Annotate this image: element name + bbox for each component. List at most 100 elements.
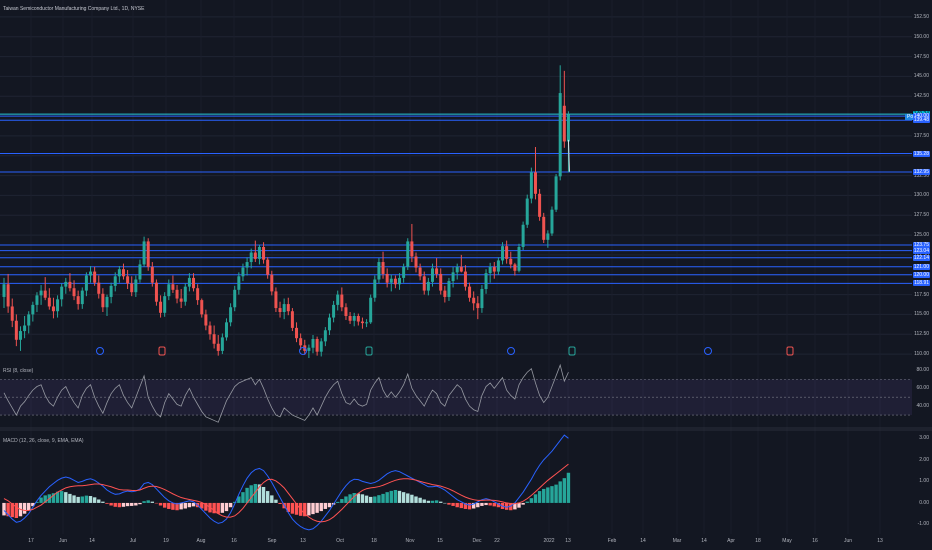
candle-body	[488, 266, 492, 274]
candle-body	[340, 294, 344, 308]
time-tick-label: Mar	[672, 538, 682, 544]
symbol-title[interactable]: Taiwan Semiconductor Manufacturing Compa…	[3, 6, 145, 12]
macd-histogram-bar	[418, 497, 422, 503]
macd-histogram-bar	[167, 502, 171, 509]
macd-histogram-bar	[422, 499, 426, 503]
macd-histogram-bar	[550, 486, 554, 503]
candle-body	[220, 337, 224, 351]
candle-body	[377, 262, 381, 280]
macd-histogram-bar	[204, 502, 208, 511]
price-tick-label: 137.50	[913, 132, 929, 139]
candle-body	[163, 296, 167, 313]
candle-body	[18, 331, 22, 340]
price-tick-label: 145.00	[913, 73, 929, 80]
candle-body	[426, 281, 430, 291]
candle-body	[492, 266, 496, 272]
macd-histogram-bar	[319, 502, 323, 512]
macd-histogram-bar	[356, 493, 361, 503]
time-tick-label: Jun	[843, 538, 853, 544]
macd-histogram-bar	[443, 502, 447, 504]
macd-histogram-bar	[125, 502, 130, 507]
macd-histogram-bar	[101, 501, 105, 503]
macd-histogram-bar	[364, 495, 369, 503]
macd-histogram-bar	[35, 501, 39, 503]
price-tick-label: 112.50	[914, 331, 929, 338]
candle-body	[323, 330, 327, 342]
macd-histogram-bar	[64, 492, 68, 503]
price-tick-label: 147.50	[913, 53, 929, 60]
candle-body	[64, 281, 68, 287]
macd-histogram-bar	[162, 502, 167, 508]
macd-histogram-bar	[233, 501, 237, 503]
candle-body	[529, 172, 533, 199]
time-tick-label: 19	[163, 538, 169, 544]
candle-body	[509, 258, 513, 265]
macd-histogram-bar	[377, 495, 381, 503]
rsi-legend[interactable]: RSI (8, close)	[3, 368, 34, 374]
candle-body	[327, 317, 331, 331]
rsi-line	[3, 363, 569, 423]
candle-body	[402, 266, 406, 278]
candle-body	[101, 293, 105, 308]
macd-histogram-bar	[484, 502, 488, 506]
candle-body	[356, 315, 360, 322]
macd-histogram-bar	[389, 490, 393, 503]
macd-tick-label: -1.00	[917, 521, 929, 528]
candle-body	[117, 269, 121, 277]
macd-histogram-bar	[504, 502, 509, 510]
horizontal-levels[interactable]	[0, 113, 912, 284]
macd-histogram-bar	[533, 494, 538, 503]
time-tick-label: Aug	[196, 538, 206, 544]
candle-body	[286, 304, 290, 312]
candle-body	[150, 266, 154, 283]
candle-body	[566, 114, 570, 142]
candle-body	[385, 273, 389, 283]
candle-body	[179, 298, 183, 302]
candle-body	[480, 289, 484, 309]
candle-body	[233, 289, 237, 308]
dividend-marker-icon	[158, 346, 166, 356]
rsi-tick-label: 60.00	[916, 385, 929, 392]
candle-body	[27, 314, 31, 326]
macd-histogram-bar	[146, 500, 150, 503]
macd-histogram-bar	[224, 502, 229, 512]
level-price-label: 120.00	[912, 271, 930, 278]
macd-histogram-bar	[27, 502, 31, 511]
macd-legend[interactable]: MACD (12, 26, close, 9, EMA, EMA)	[3, 438, 84, 444]
macd-histogram-bar	[385, 492, 389, 503]
time-tick-label: Oct	[336, 538, 344, 544]
macd-histogram-bar	[134, 502, 138, 506]
candle-body	[216, 343, 220, 351]
macd-histogram-bar	[344, 496, 348, 503]
macd-histogram-bar	[558, 481, 562, 503]
macd-histogram-bar	[72, 495, 76, 503]
candle-body	[14, 320, 18, 340]
candle-body	[274, 291, 278, 309]
macd-histogram-bar	[513, 502, 517, 510]
macd-histogram-bar	[467, 502, 472, 510]
macd-histogram-bar	[171, 502, 175, 510]
candle-body	[332, 304, 336, 318]
candle-body	[56, 299, 60, 312]
candle-body	[496, 260, 500, 272]
macd-histogram-bar	[286, 502, 290, 512]
time-tick-label: 2022	[543, 538, 555, 544]
macd-histogram-bar	[6, 502, 10, 517]
macd-histogram-bar	[521, 502, 525, 505]
price-tick-label: 152.50	[913, 13, 929, 20]
time-tick-label: Sep	[267, 538, 277, 544]
event-markers[interactable]	[96, 346, 794, 356]
candle-body	[389, 278, 393, 283]
time-tick-label: 13	[300, 538, 306, 544]
post-market-flag: Post	[905, 114, 920, 120]
candle-body	[443, 290, 447, 297]
macd-histogram-bar	[237, 496, 241, 503]
macd-histogram-bar	[97, 499, 101, 503]
candle-body	[348, 315, 352, 321]
candle-body	[167, 284, 171, 297]
price-tick-label: 142.50	[913, 93, 929, 100]
macd-histogram-bar	[154, 502, 159, 504]
macd-histogram-bar	[303, 502, 307, 517]
macd-histogram-bar	[241, 492, 245, 503]
